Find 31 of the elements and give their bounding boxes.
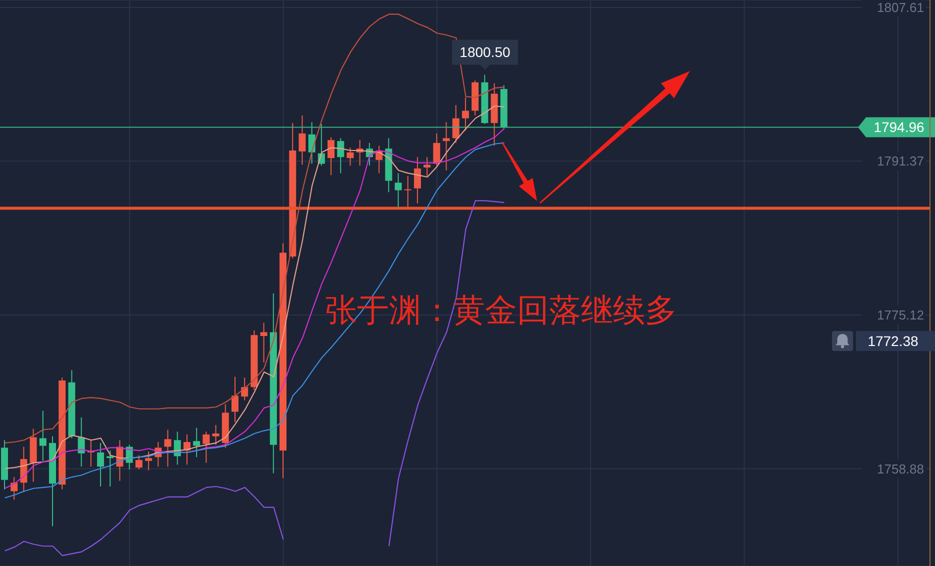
candlestick	[452, 104, 460, 144]
candlestick	[193, 427, 200, 458]
text: 1772.38	[868, 332, 919, 349]
candlestick	[202, 431, 210, 464]
y-tick-label: 1758.88	[877, 461, 924, 476]
candlestick	[231, 376, 238, 423]
candlestick	[433, 132, 440, 166]
y-tick-label: 1791.37	[877, 154, 924, 169]
candlestick	[414, 156, 421, 204]
candlestick	[346, 147, 354, 166]
candlestick	[39, 410, 46, 462]
candlestick	[404, 176, 412, 208]
candlestick	[298, 114, 306, 166]
candlestick	[212, 424, 220, 446]
candlestick	[145, 450, 152, 471]
candlestick	[97, 442, 104, 487]
candlestick	[164, 429, 172, 468]
ref-line-label: 1794.96	[874, 119, 925, 136]
text: 张于渊：黄金回落继续多	[325, 291, 677, 329]
candlestick	[328, 136, 335, 176]
candlestick	[337, 138, 344, 174]
candlestick	[442, 122, 450, 171]
candlestick	[462, 96, 469, 132]
y-tick-label: 1775.12	[877, 308, 924, 323]
candlestick	[424, 156, 431, 177]
candlestick	[135, 454, 142, 470]
y-tick-label: 1807.61	[877, 0, 924, 16]
candlestick	[241, 377, 248, 401]
annotation: 1800.50	[460, 44, 511, 60]
candlestick	[106, 450, 114, 487]
candlestick	[260, 322, 268, 364]
